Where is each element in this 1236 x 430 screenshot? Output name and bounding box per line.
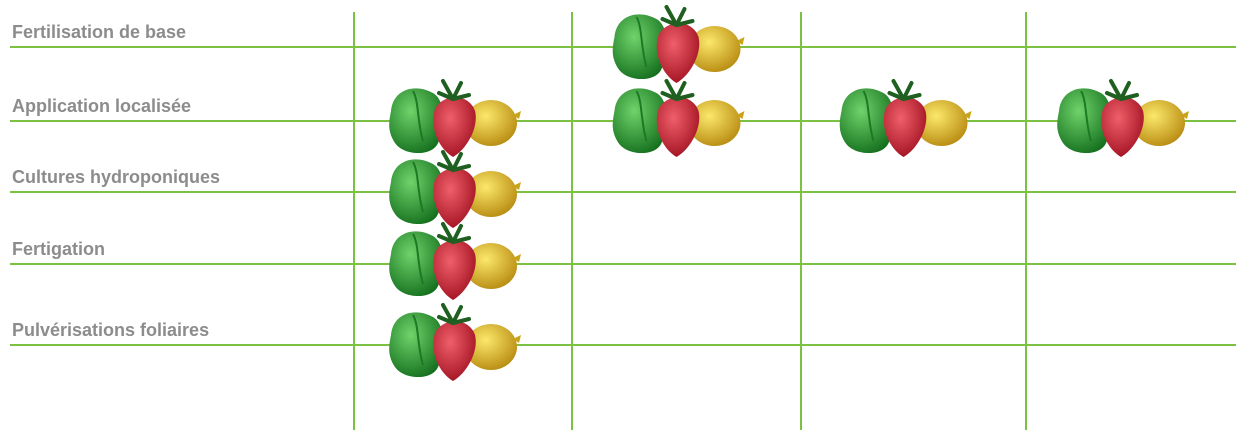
fruit-icon [387,303,523,383]
row-label: Cultures hydroponiques [12,167,220,187]
fruit-icon [837,79,974,159]
fruit-icon [1055,79,1191,159]
row-label: Application localisée [12,96,191,116]
row-label: Fertilisation de base [12,22,186,42]
fruit-icon [610,79,747,159]
fruit-icon [387,150,523,230]
row-label: Fertigation [12,239,105,259]
fruit-icon [387,79,523,159]
fruit-icon [387,222,523,302]
row-label: Pulvérisations foliaires [12,320,209,340]
fruit-icon [610,5,747,85]
